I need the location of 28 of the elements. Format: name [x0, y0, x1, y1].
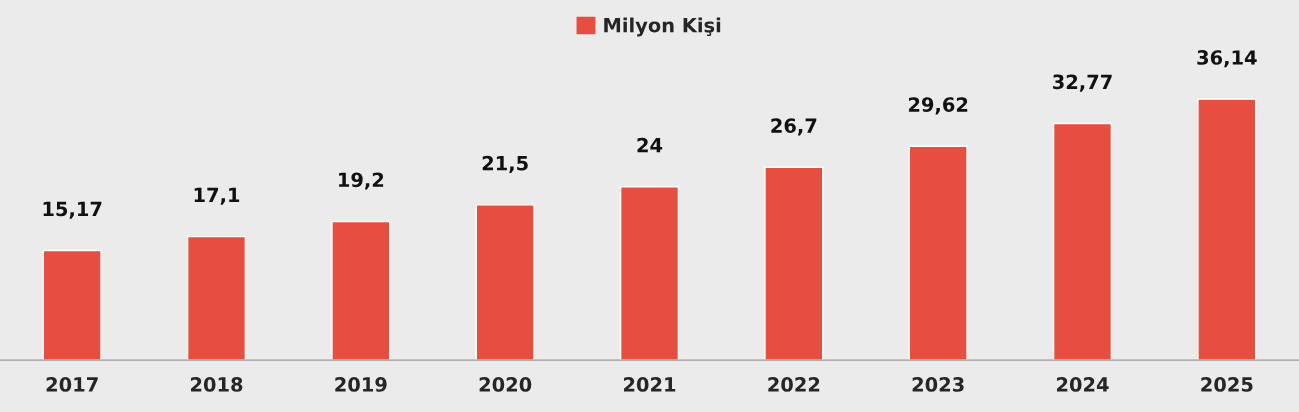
bar	[186, 235, 247, 361]
data-label: 19,2	[339, 172, 384, 190]
data-label: 36,14	[1197, 50, 1257, 68]
bar	[1052, 122, 1113, 361]
bar	[1197, 98, 1257, 361]
data-label: 26,7	[771, 118, 817, 136]
x-tick-label: 2024	[1056, 377, 1109, 392]
bar	[908, 145, 968, 361]
bar	[42, 249, 102, 361]
bar	[331, 220, 391, 361]
bar	[475, 204, 535, 361]
data-label: 21,5	[482, 155, 528, 174]
x-tick-label: 2020	[479, 377, 532, 392]
x-tick-label: 2021	[623, 377, 676, 392]
x-tick-label: 2018	[190, 377, 243, 392]
legend-label: Milyon Kişi	[604, 17, 721, 37]
x-tick-label: 2019	[335, 377, 387, 392]
data-label: 15,17	[43, 201, 102, 219]
x-tick-label: 2023	[912, 377, 964, 392]
data-label: 17,1	[194, 187, 240, 205]
data-label: 29,62	[908, 97, 968, 115]
bar	[619, 186, 680, 361]
data-label: 24	[637, 137, 663, 153]
data-label: 32,77	[1053, 74, 1112, 92]
x-tick-label: 2022	[768, 377, 820, 392]
x-tick-label: 2017	[46, 377, 98, 392]
x-tick-label: 2025	[1201, 377, 1253, 392]
bar	[764, 166, 824, 361]
